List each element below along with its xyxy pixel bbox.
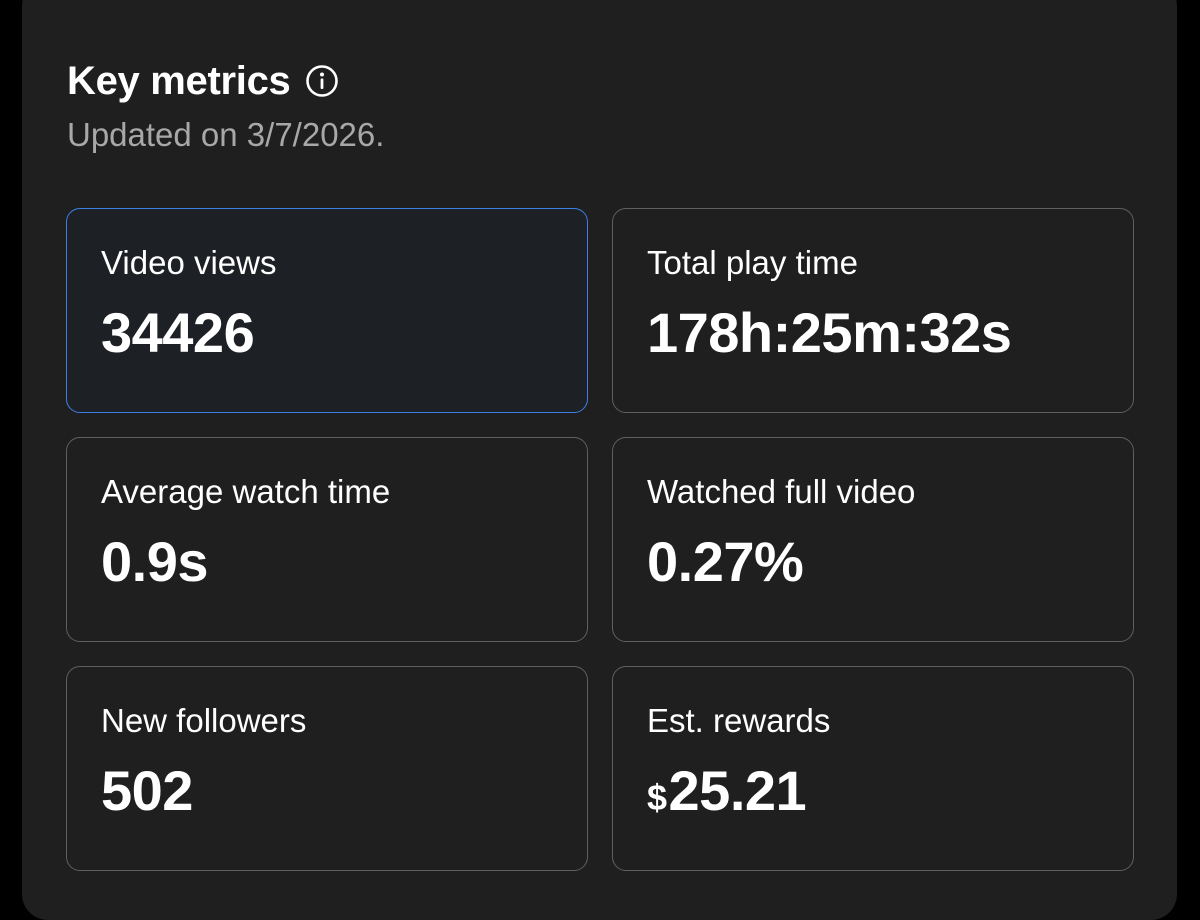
title-row: Key metrics	[67, 56, 384, 106]
page-title: Key metrics	[67, 58, 291, 103]
metric-value-rewards: $25.21	[647, 759, 1133, 830]
metric-card-new-followers[interactable]: New followers 502	[66, 666, 588, 871]
updated-timestamp: Updated on 3/7/2026.	[67, 116, 385, 153]
info-icon[interactable]	[305, 64, 339, 98]
metric-card-average-watch-time[interactable]: Average watch time 0.9s	[66, 437, 588, 642]
metric-card-total-play-time[interactable]: Total play time 178h:25m:32s	[612, 208, 1134, 413]
metric-value: 34426	[101, 301, 255, 364]
metric-value: 0.27%	[647, 530, 804, 593]
metric-label: Est. rewards	[647, 702, 831, 739]
metric-label: New followers	[101, 702, 307, 739]
metrics-grid: Video views 34426 Total play time 178h:2…	[66, 208, 1134, 871]
metric-label: Video views	[101, 244, 277, 281]
metric-label: Total play time	[647, 244, 858, 281]
metric-label: Watched full video	[647, 473, 916, 510]
metric-value: 178h:25m:32s	[647, 301, 1012, 364]
currency-symbol: $	[647, 777, 667, 818]
metric-value: 502	[101, 759, 193, 822]
metric-label: Average watch time	[101, 473, 391, 510]
metric-value: 0.9s	[101, 530, 209, 593]
metric-card-watched-full-video[interactable]: Watched full video 0.27%	[612, 437, 1134, 642]
key-metrics-header: Key metrics Updated on 3/7/2026.	[67, 56, 384, 154]
metric-value: 25.21	[668, 759, 807, 822]
metric-card-est-rewards[interactable]: Est. rewards $25.21	[612, 666, 1134, 871]
metric-card-video-views[interactable]: Video views 34426	[66, 208, 588, 413]
